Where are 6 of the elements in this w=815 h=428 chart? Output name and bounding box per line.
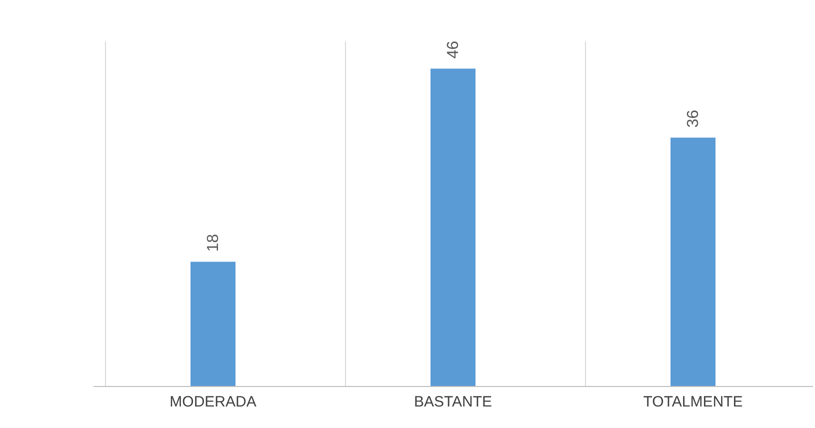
x-tick-label: BASTANTE bbox=[414, 394, 492, 410]
data-label: 36 bbox=[685, 110, 702, 128]
x-tick-label: TOTALMENTE bbox=[643, 394, 743, 410]
data-label: 18 bbox=[205, 234, 222, 252]
x-tick-label: MODERADA bbox=[170, 394, 256, 410]
data-label: 46 bbox=[445, 40, 462, 59]
